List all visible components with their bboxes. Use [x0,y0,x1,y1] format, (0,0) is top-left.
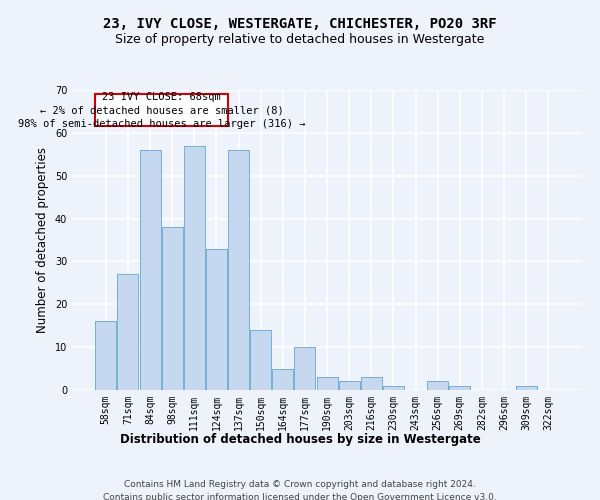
Bar [206,248,227,390]
Bar [206,248,227,390]
Text: Size of property relative to detached houses in Westergate: Size of property relative to detached ho… [115,32,485,46]
Bar [228,150,249,390]
Bar [515,386,536,390]
Bar [95,322,116,390]
Bar [361,377,382,390]
Bar [317,377,338,390]
Bar [427,382,448,390]
Bar [95,322,116,390]
Text: 23, IVY CLOSE, WESTERGATE, CHICHESTER, PO20 3RF: 23, IVY CLOSE, WESTERGATE, CHICHESTER, P… [103,18,497,32]
Bar [515,386,536,390]
Bar [338,382,359,390]
Bar [295,347,316,390]
Bar [272,368,293,390]
Bar [383,386,404,390]
Bar [295,347,316,390]
Bar [118,274,139,390]
Bar [383,386,404,390]
Bar [250,330,271,390]
Bar [140,150,161,390]
Bar [118,274,139,390]
Bar [161,227,182,390]
Bar [338,382,359,390]
Bar [184,146,205,390]
Bar [95,94,228,126]
Bar [449,386,470,390]
Bar [140,150,161,390]
Bar [184,146,205,390]
Text: 23 IVY CLOSE: 68sqm
← 2% of detached houses are smaller (8)
98% of semi-detached: 23 IVY CLOSE: 68sqm ← 2% of detached hou… [18,92,305,128]
Bar [449,386,470,390]
Bar [427,382,448,390]
Text: Contains HM Land Registry data © Crown copyright and database right 2024.
Contai: Contains HM Land Registry data © Crown c… [103,480,497,500]
Bar [250,330,271,390]
Bar [317,377,338,390]
Bar [272,368,293,390]
Y-axis label: Number of detached properties: Number of detached properties [36,147,49,333]
Bar [161,227,182,390]
Bar [361,377,382,390]
Text: Distribution of detached houses by size in Westergate: Distribution of detached houses by size … [119,432,481,446]
Bar [228,150,249,390]
